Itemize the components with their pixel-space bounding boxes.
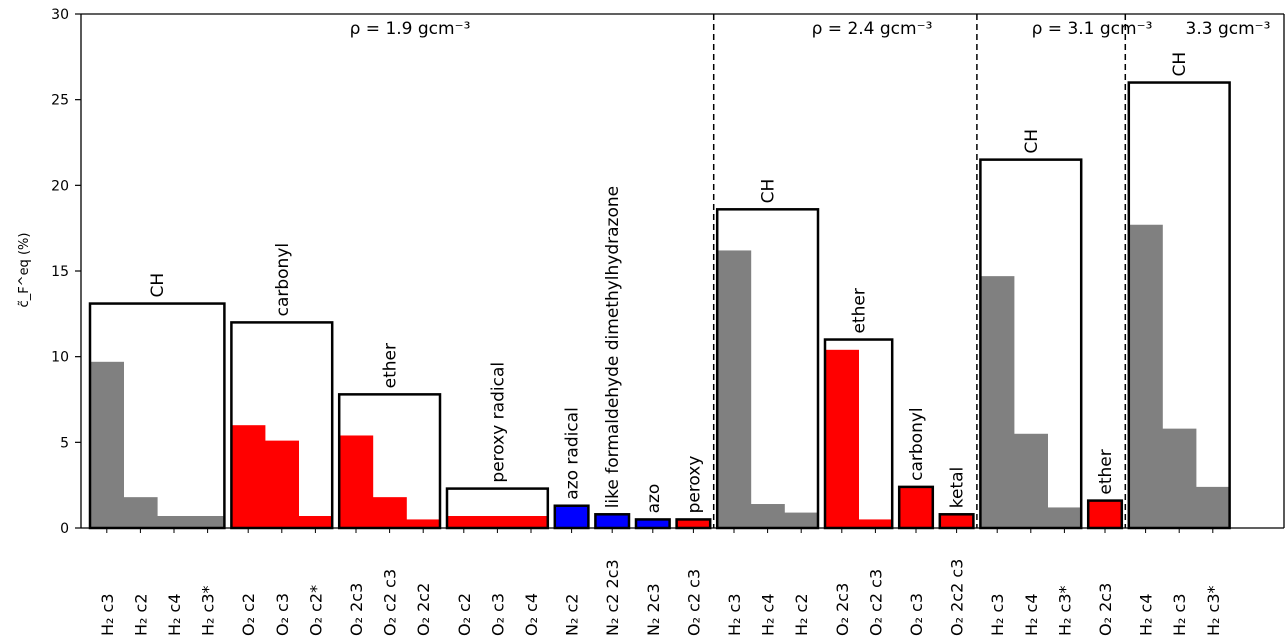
x-tick-label: H₂ c2: [792, 593, 811, 636]
bar: [750, 504, 785, 528]
bar: [825, 349, 859, 528]
bar: [514, 516, 549, 528]
bar: [1088, 500, 1123, 528]
x-tick-label: H₂ c3*: [1204, 585, 1223, 636]
bars-layer: [90, 224, 1230, 529]
bar: [1162, 428, 1197, 528]
y-tick-label: 25: [51, 93, 69, 109]
y-tick-label: 30: [51, 7, 69, 23]
bar: [636, 519, 670, 528]
bar: [157, 516, 192, 528]
x-tick-label: O₂ 2c2 c3: [948, 559, 967, 636]
group-label: like formaldehyde dimethylhydrazone: [603, 186, 623, 508]
bar: [595, 514, 630, 528]
bar: [190, 516, 225, 528]
bar: [298, 516, 333, 528]
x-tick-label: O₂ 2c2: [414, 583, 433, 636]
bar: [858, 519, 893, 528]
x-tick-label: O₂ c2 c3: [381, 569, 400, 636]
x-tick-label: O₂ c3: [273, 593, 292, 636]
bar: [265, 440, 299, 528]
density-labels: ρ = 1.9 gcm⁻³ ρ = 2.4 gcm⁻³ ρ = 3.1 gcm⁻³ 3…: [350, 19, 1271, 39]
group-label: ether: [850, 288, 870, 333]
x-tick-labels: H₂ c3 H₂ c2 H₂ c4 H₂ c3* O₂ c2 O₂ c3 O₂ c2* O₂ …: [98, 528, 1223, 636]
x-tick-label: H₂ c4: [165, 593, 184, 636]
y-tick-label: 20: [51, 178, 69, 194]
x-tick-label: O₂ c2 c3: [866, 569, 885, 636]
x-tick-label: H₂ c3*: [199, 585, 218, 636]
x-tick-label: N₂ c2 2c3: [603, 559, 622, 636]
density-label: ρ = 3.1 gcm⁻³: [1032, 19, 1153, 39]
bar: [90, 361, 124, 528]
group-label: ketal: [948, 467, 968, 509]
group-label: CH: [759, 179, 779, 204]
density-label: 3.3 gcm⁻³: [1186, 19, 1271, 39]
x-tick-label: O₂ c2: [455, 593, 474, 636]
group-label: azo radical: [563, 407, 583, 500]
bar: [899, 486, 934, 528]
x-tick-label: N₂ 2c3: [644, 583, 663, 636]
bar: [1047, 507, 1082, 528]
x-tick-label: O₂ c4: [522, 593, 541, 636]
bar: [447, 516, 481, 528]
x-tick-label: H₂ c3: [98, 593, 117, 636]
x-tick-label: O₂ c3: [907, 593, 926, 636]
density-label: ρ = 2.4 gcm⁻³: [812, 19, 933, 39]
x-tick-label: O₂ c2: [239, 593, 258, 636]
bar: [372, 497, 407, 528]
group-label: peroxy radical: [488, 362, 508, 483]
x-tick-label: H₂ c4: [759, 593, 778, 636]
bar: [339, 435, 374, 528]
y-tick-label: 5: [60, 435, 69, 451]
x-tick-label: O₂ c3: [488, 593, 507, 636]
bar: [1128, 224, 1163, 529]
group-label: peroxy: [684, 456, 704, 514]
bar: [676, 519, 711, 528]
bar: [1014, 433, 1048, 528]
y-tick-label: 15: [51, 264, 69, 280]
y-axis-label: c̃_F^eq (%): [17, 233, 32, 308]
group-label: CH: [148, 273, 168, 298]
bar: [554, 505, 589, 528]
group-label: CH: [1170, 52, 1190, 77]
x-tick-label: H₂ c3: [725, 593, 744, 636]
density-label: ρ = 1.9 gcm⁻³: [350, 19, 471, 39]
group-label: carbonyl: [273, 243, 293, 317]
bar: [784, 512, 819, 528]
bar: [980, 276, 1015, 528]
group-boxes-layer: CH carbonyl ether peroxy radical azo radical…: [88, 52, 1231, 530]
x-tick-label: H₂ c3: [1170, 593, 1189, 636]
x-tick-label: O₂ 2c3: [1096, 583, 1115, 636]
bar: [480, 516, 515, 528]
x-tick-label: H₂ c4: [1137, 593, 1156, 636]
bar: [717, 250, 752, 528]
x-tick-label: O₂ 2c3: [833, 583, 852, 636]
bar: [406, 519, 441, 528]
bar: [1196, 486, 1230, 528]
x-tick-label: H₂ c3: [988, 593, 1007, 636]
density-dividers: [712, 14, 1127, 528]
group-label: ether: [381, 343, 401, 388]
group-label: ether: [1096, 449, 1116, 494]
x-tick-label: H₂ c2: [131, 593, 150, 636]
bar: [231, 425, 266, 528]
x-tick-label: O₂ 2c3: [347, 583, 366, 636]
y-tick-label: 10: [51, 350, 69, 366]
x-tick-label: N₂ c2: [563, 594, 582, 636]
x-tick-label: H₂ c3*: [1055, 585, 1074, 636]
x-tick-label: O₂ c2*: [306, 585, 325, 636]
x-tick-label: O₂ c2 c3: [684, 569, 703, 636]
group-label: azo: [644, 484, 664, 514]
bar: [123, 497, 158, 528]
x-tick-label: H₂ c4: [1022, 593, 1041, 636]
bar: [939, 514, 974, 528]
group-label: CH: [1022, 129, 1042, 154]
group-label: carbonyl: [907, 407, 927, 481]
y-tick-label: 0: [60, 521, 69, 537]
